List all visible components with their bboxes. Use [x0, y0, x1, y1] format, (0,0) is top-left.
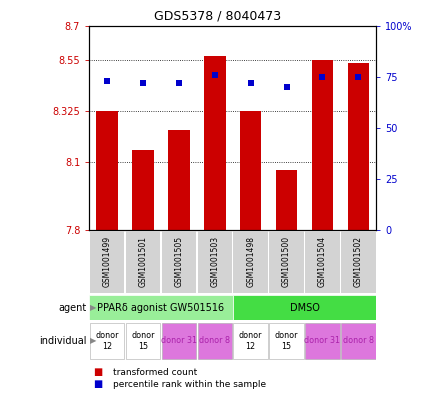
Bar	[233, 323, 267, 359]
Point	[103, 77, 110, 84]
Text: GDS5378 / 8040473: GDS5378 / 8040473	[154, 10, 280, 23]
Bar	[90, 231, 124, 294]
Point	[211, 72, 218, 78]
Bar	[197, 323, 231, 359]
Text: donor 8: donor 8	[199, 336, 230, 345]
Text: GSM1001500: GSM1001500	[281, 235, 290, 286]
Bar	[168, 130, 189, 230]
Text: donor
15: donor 15	[131, 331, 155, 351]
Bar	[340, 323, 375, 359]
Point	[175, 80, 182, 86]
Text: GSM1001498: GSM1001498	[246, 235, 255, 286]
Point	[283, 84, 289, 90]
Text: donor 8: donor 8	[342, 336, 373, 345]
Text: DMSO: DMSO	[289, 303, 319, 312]
Bar	[233, 231, 267, 294]
Bar	[96, 111, 118, 230]
Bar	[305, 323, 339, 359]
Bar	[125, 231, 160, 294]
Text: GSM1001501: GSM1001501	[138, 235, 147, 286]
Text: donor 31: donor 31	[304, 336, 340, 345]
Text: ▶: ▶	[90, 303, 96, 312]
Point	[139, 80, 146, 86]
Text: GSM1001505: GSM1001505	[174, 235, 183, 286]
Text: GSM1001499: GSM1001499	[102, 235, 112, 286]
Bar	[240, 111, 261, 230]
Text: transformed count: transformed count	[113, 368, 197, 376]
Bar	[305, 231, 339, 294]
Text: GSM1001502: GSM1001502	[353, 235, 362, 286]
Text: GSM1001504: GSM1001504	[317, 235, 326, 286]
Text: percentile rank within the sample: percentile rank within the sample	[113, 380, 266, 389]
Bar	[269, 231, 303, 294]
Text: donor
12: donor 12	[238, 331, 262, 351]
Bar	[275, 170, 297, 230]
Text: donor 31: donor 31	[161, 336, 197, 345]
Text: agent: agent	[59, 303, 87, 312]
Point	[247, 80, 253, 86]
Point	[318, 73, 325, 80]
Text: ■: ■	[93, 367, 102, 377]
Text: donor
15: donor 15	[274, 331, 298, 351]
Bar	[161, 231, 196, 294]
Bar	[125, 323, 160, 359]
Text: GSM1001503: GSM1001503	[210, 235, 219, 286]
Bar	[197, 231, 231, 294]
Text: individual: individual	[39, 336, 87, 346]
Bar	[311, 60, 332, 230]
Bar	[269, 323, 303, 359]
Bar	[347, 63, 368, 230]
Text: PPARδ agonist GW501516: PPARδ agonist GW501516	[97, 303, 224, 312]
Bar	[340, 231, 375, 294]
Bar	[89, 295, 232, 320]
Bar	[90, 323, 124, 359]
Bar	[232, 295, 375, 320]
Bar	[204, 56, 225, 230]
Text: ▶: ▶	[90, 336, 96, 345]
Text: ■: ■	[93, 379, 102, 389]
Bar	[132, 151, 153, 230]
Point	[354, 73, 361, 80]
Text: donor
12: donor 12	[95, 331, 118, 351]
Bar	[161, 323, 196, 359]
